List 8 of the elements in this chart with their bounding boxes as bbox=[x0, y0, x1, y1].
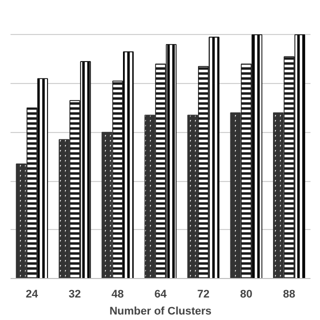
x-tick-label: 24 bbox=[26, 288, 39, 300]
x-tick-label: 72 bbox=[197, 288, 210, 300]
x-tick-label: 80 bbox=[240, 288, 252, 300]
x-tick-label: 32 bbox=[68, 288, 81, 300]
x-tick-label: 88 bbox=[282, 288, 296, 300]
x-axis-title: Number of Clusters bbox=[109, 306, 212, 318]
x-tick-label: 64 bbox=[154, 288, 168, 300]
x-tick-label: 48 bbox=[112, 288, 124, 300]
